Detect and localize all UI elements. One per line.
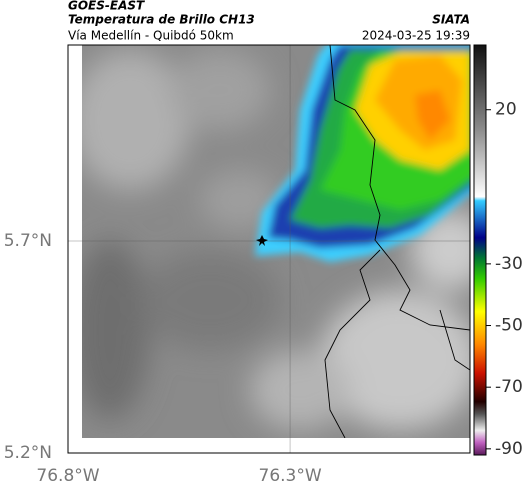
map-frame: [67, 44, 471, 454]
route: Vía Medellín - Quibdó 50km: [68, 29, 234, 43]
subtitle: Temperatura de Brillo CH13: [68, 13, 255, 27]
colorbar-tick-label: -30: [495, 254, 523, 274]
satellite-image: [82, 45, 470, 438]
source: SIATA: [432, 13, 470, 27]
x-tick-label: 76.8°W: [36, 466, 99, 486]
timestamp: 2024-03-25 19:39: [362, 29, 470, 43]
colorbar-tick-label: -50: [495, 316, 523, 336]
colorbar: [473, 44, 487, 456]
y-tick-label: 5.7°N: [4, 231, 52, 251]
location-marker: [256, 235, 268, 246]
colorbar-tick-label: -90: [495, 439, 523, 459]
colorbar-tick-label: 20: [495, 100, 517, 120]
x-tick-label: 76.3°W: [259, 466, 322, 486]
title: GOES-EAST: [68, 0, 145, 13]
y-tick-label: 5.2°N: [4, 443, 52, 463]
colorbar-tick-label: -70: [495, 377, 523, 397]
